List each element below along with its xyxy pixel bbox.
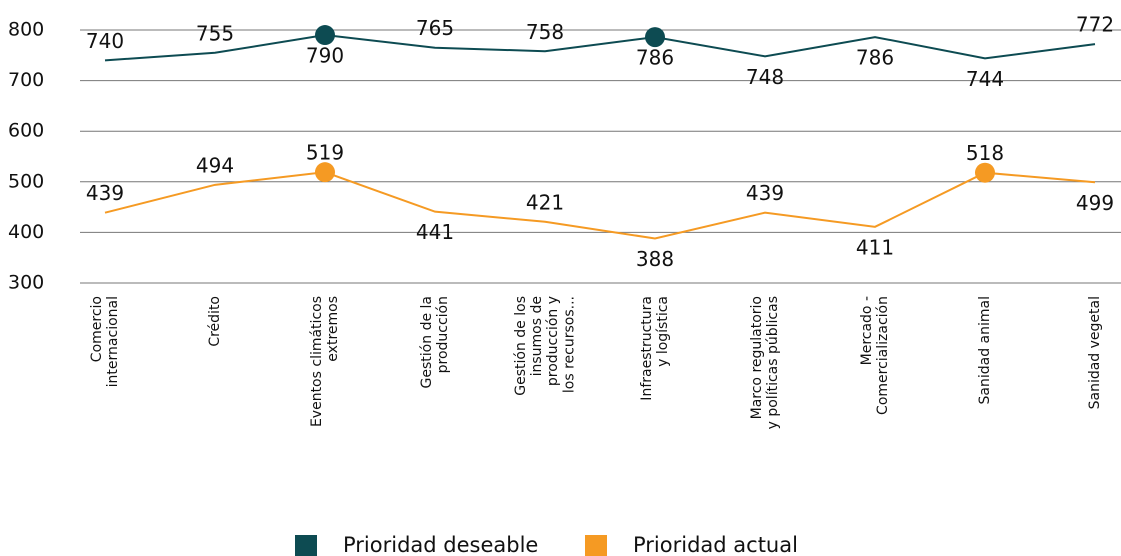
value-label: 519 xyxy=(306,141,344,165)
series-line xyxy=(104,171,1096,240)
x-tick-line: Comercio xyxy=(89,296,105,362)
x-tick-line: internacional xyxy=(105,296,121,387)
x-tick-line: producción y xyxy=(545,296,561,386)
value-label: 421 xyxy=(526,190,564,214)
value-label: 439 xyxy=(746,181,784,205)
x-tick-label: Crédito xyxy=(207,296,223,347)
x-tick-line: Infraestructura xyxy=(639,296,655,401)
legend-label: Prioridad deseable xyxy=(343,533,538,556)
value-label: 772 xyxy=(1076,13,1114,37)
value-label: 388 xyxy=(636,247,674,271)
x-tick-label: Marco regulatorioy políticas públicas xyxy=(749,296,781,429)
x-tick-label: Infraestructuray logística xyxy=(639,296,671,401)
value-label: 518 xyxy=(966,141,1004,165)
y-tick-label: 400 xyxy=(8,221,44,243)
x-tick-line: y políticas públicas xyxy=(765,296,781,429)
x-tick-label: Comerciointernacional xyxy=(89,296,121,387)
x-tick-line: Sanidad animal xyxy=(977,296,993,404)
value-label: 765 xyxy=(416,16,454,40)
value-label: 441 xyxy=(416,220,454,244)
x-tick-label: Sanidad vegetal xyxy=(1087,296,1103,409)
x-tick-line: extremos xyxy=(325,296,341,362)
series-line xyxy=(104,34,1096,62)
value-label: 786 xyxy=(636,46,674,70)
x-tick-line: Sanidad vegetal xyxy=(1087,296,1103,409)
value-label: 755 xyxy=(196,21,234,45)
value-label: 758 xyxy=(526,20,564,44)
legend-label: Prioridad actual xyxy=(633,533,798,556)
x-tick-line: Crédito xyxy=(207,296,223,347)
x-tick-line: Gestión de los xyxy=(513,296,529,396)
point-marker xyxy=(975,162,995,183)
value-label: 740 xyxy=(86,29,124,53)
value-label: 499 xyxy=(1076,191,1114,215)
value-label: 494 xyxy=(196,153,234,177)
y-tick-label: 500 xyxy=(8,170,44,192)
y-tick-label: 700 xyxy=(8,69,44,91)
x-tick-line: Gestión de la xyxy=(419,296,435,388)
y-tick-label: 800 xyxy=(8,19,44,41)
legend-swatch xyxy=(295,535,317,556)
value-label: 411 xyxy=(856,235,894,259)
x-tick-line: Eventos climáticos xyxy=(309,296,325,427)
x-tick-line: Comercialización xyxy=(875,296,891,415)
legend-swatch xyxy=(585,535,607,556)
x-tick-label: Mercado -Comercialización xyxy=(859,296,891,415)
value-label: 748 xyxy=(746,65,784,89)
y-tick-label: 300 xyxy=(8,272,44,294)
x-tick-line: insumos de xyxy=(529,296,545,376)
point-marker xyxy=(315,25,335,46)
x-tick-line: Mercado - xyxy=(859,296,875,365)
point-marker xyxy=(315,162,335,183)
y-tick-label: 600 xyxy=(8,120,44,142)
value-label: 790 xyxy=(306,44,344,68)
x-tick-line: y logística xyxy=(655,296,671,367)
x-tick-label: Gestión de losinsumos deproducción ylos … xyxy=(513,296,577,396)
x-tick-line: producción xyxy=(435,296,451,373)
x-tick-label: Gestión de laproducción xyxy=(419,296,451,388)
point-marker xyxy=(645,27,665,48)
x-tick-label: Eventos climáticosextremos xyxy=(309,296,341,427)
x-tick-line: los recursos... xyxy=(561,296,577,393)
x-tick-label: Sanidad animal xyxy=(977,296,993,404)
value-label: 744 xyxy=(966,67,1004,91)
value-label: 786 xyxy=(856,46,894,70)
value-label: 439 xyxy=(86,181,124,205)
x-tick-line: Marco regulatorio xyxy=(749,296,765,419)
